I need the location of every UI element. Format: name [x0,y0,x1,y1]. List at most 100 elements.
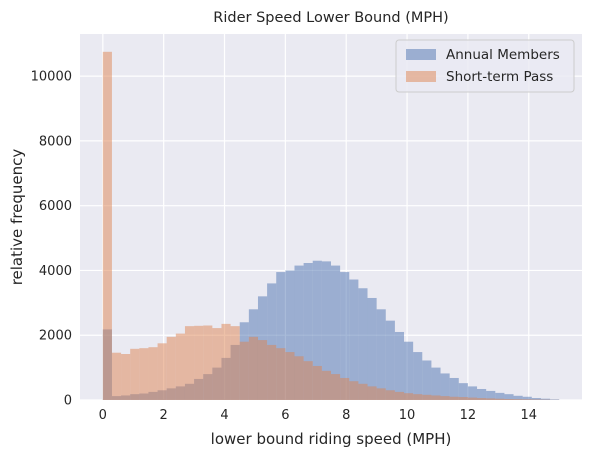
annual-members-bar [404,341,414,400]
legend-label-annual-members: Annual Members [446,47,560,63]
annual-members-bar [267,283,277,400]
annual-members-bar [522,396,532,400]
y-tick-label: 6000 [39,199,72,214]
legend-swatch-annual-members [406,49,436,60]
y-axis-ticks: 0 2000 4000 6000 8000 10000 [31,70,72,409]
annual-members-bar [276,272,286,400]
short-term-pass-bar [102,51,112,401]
annual-members-bar [331,265,341,400]
short-term-pass-bar [148,347,158,400]
short-term-pass-bar [267,344,277,400]
x-tick-label: 8 [342,408,350,423]
short-term-pass-bar [413,394,423,400]
short-term-pass-bar [367,386,377,400]
short-term-pass-bar [385,390,395,400]
short-term-pass-bar [513,399,523,400]
annual-members-bar [486,390,496,400]
annual-members-bar [303,262,313,400]
short-term-pass-bar [257,340,268,400]
short-term-pass-bar [184,326,195,400]
short-term-pass-bar [239,341,249,400]
short-term-pass-bar [331,374,341,400]
short-term-pass-bar [212,328,222,400]
short-term-pass-bar [203,325,213,400]
x-tick-label: 10 [399,408,416,423]
short-term-pass-bar [449,396,459,400]
legend-box [395,39,575,93]
short-term-pass-bar [349,381,359,400]
chart-title: Rider Speed Lower Bound (MPH) [213,10,448,26]
x-tick-label: 14 [520,408,537,423]
annual-members-bar [477,388,487,400]
annual-members-bar [321,261,331,400]
short-term-pass-bar [194,325,204,400]
short-term-pass-bar [486,398,496,400]
annual-members-bar [495,392,505,400]
y-tick-label: 0 [64,394,72,409]
short-term-pass-bar [221,323,231,400]
legend: Annual Members Short-term Pass [395,39,575,93]
short-term-pass-bar [440,396,450,400]
annual-members-bar [458,383,468,400]
x-axis-label: lower bound riding speed (MPH) [211,430,452,448]
annual-members-bar [440,373,450,400]
y-tick-label: 10000 [31,70,72,85]
short-term-pass-bars [102,51,560,401]
annual-members-bar [531,398,541,400]
annual-members-bar [540,398,551,400]
annual-members-bar [422,360,432,400]
x-axis-ticks: 0 2 4 6 8 10 12 14 [99,408,537,423]
x-tick-label: 2 [160,408,168,423]
short-term-pass-bar [431,395,441,400]
annual-members-bar [413,352,423,400]
short-term-pass-bar [422,394,432,400]
short-term-pass-bar [376,388,386,400]
annual-members-bar [358,288,368,400]
short-term-pass-bar [303,361,313,400]
short-term-pass-bar [404,393,414,400]
short-term-pass-bar [312,365,322,400]
short-term-pass-bar [121,354,131,400]
x-tick-label: 0 [99,408,107,423]
short-term-pass-bar [157,343,167,400]
short-term-pass-bar [166,336,176,400]
y-tick-label: 8000 [39,134,72,149]
annual-members-bar [367,297,377,400]
short-term-pass-bar [340,377,350,400]
annual-members-bar [394,331,405,400]
annual-members-bar [431,367,441,400]
short-term-pass-bar [504,399,514,400]
annual-members-bar [467,386,478,400]
annual-members-bar [285,270,295,400]
annual-members-bar [504,394,514,400]
short-term-pass-bar [130,348,140,400]
short-term-pass-bar [458,397,468,400]
short-term-pass-bar [175,333,185,400]
short-term-pass-bar [321,370,331,400]
short-term-pass-bar [495,398,505,400]
short-term-pass-bar [358,383,368,400]
short-term-pass-bar [294,356,304,400]
x-tick-label: 6 [281,408,289,423]
short-term-pass-bar [139,348,149,400]
annual-members-bar [385,320,395,400]
annual-members-bar [449,377,459,400]
short-term-pass-bar [522,399,532,400]
annual-members-bar [349,279,359,400]
short-term-pass-bar [248,336,258,400]
y-tick-label: 4000 [39,264,72,279]
short-term-pass-bar [285,352,295,400]
y-tick-label: 2000 [39,329,72,344]
short-term-pass-bar [477,398,487,400]
short-term-pass-bar [467,397,478,400]
annual-members-bar [550,399,560,400]
legend-label-short-term-pass: Short-term Pass [446,69,553,85]
annual-members-bar [340,272,350,400]
x-tick-label: 12 [460,408,477,423]
legend-swatch-short-term-pass [406,71,436,82]
annual-members-bar [312,260,322,400]
short-term-pass-bar [276,348,286,400]
short-term-pass-bar [230,326,240,400]
x-tick-label: 4 [220,408,228,423]
